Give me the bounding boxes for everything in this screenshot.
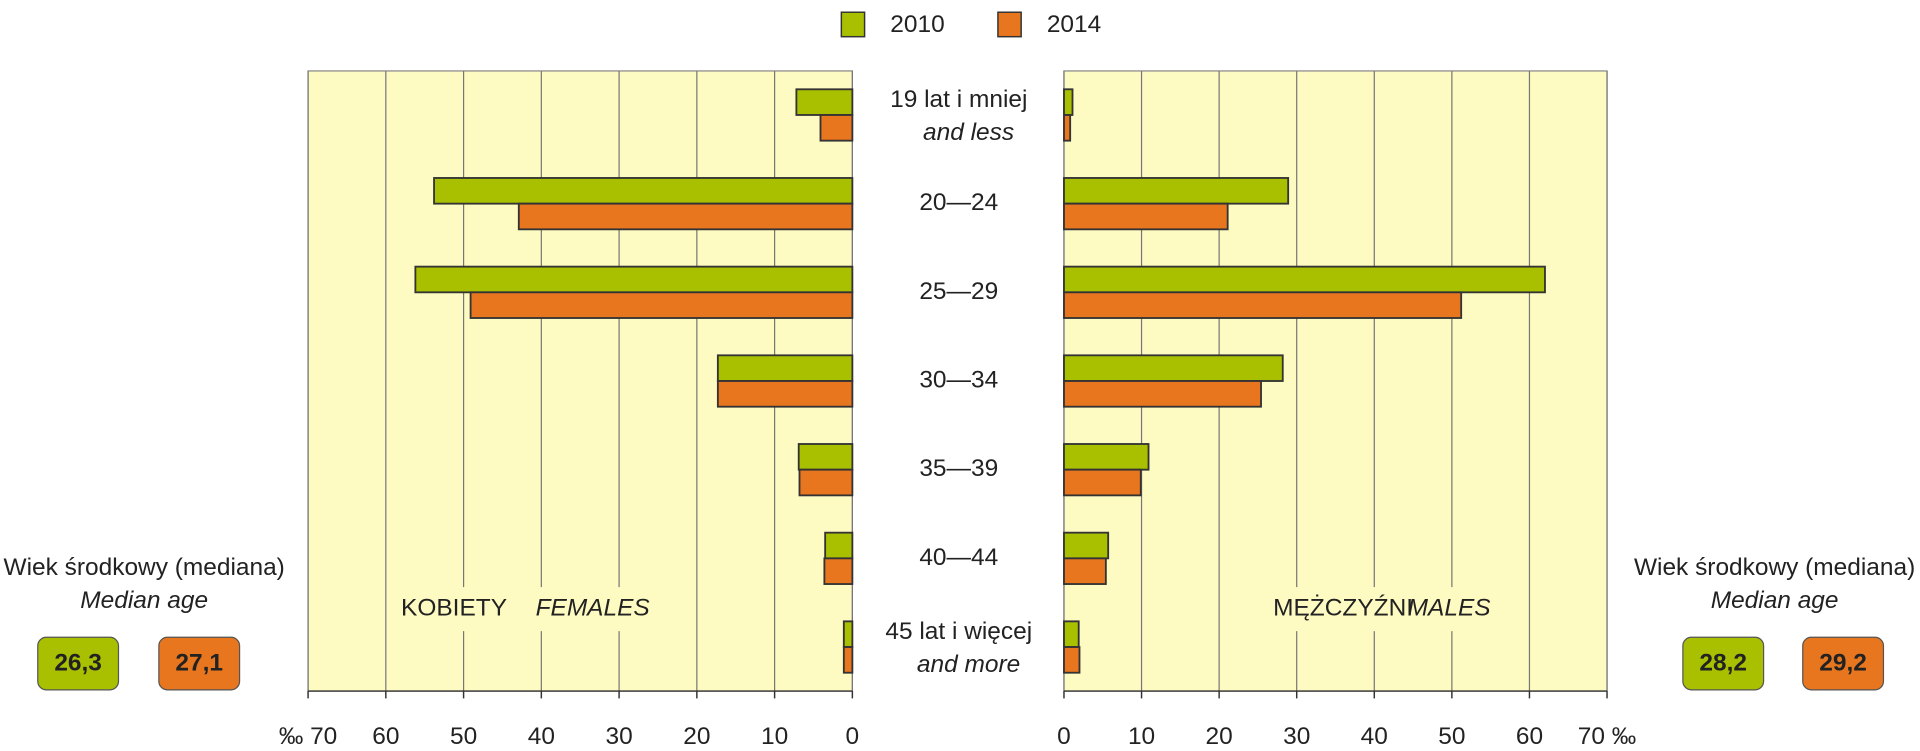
x-tick-label: 70 ‰ [1578, 723, 1636, 750]
median-box [37, 636, 120, 691]
bar [1063, 531, 1110, 560]
category-label: 40—44 [919, 544, 998, 571]
x-tick-label: 50 [450, 723, 477, 750]
bar [517, 202, 854, 231]
median-box [158, 636, 241, 691]
bar [798, 468, 854, 497]
panel-label: MĘŻCZYŹNI [1273, 595, 1413, 622]
category-label: 19 lat i mniej [890, 86, 1027, 113]
bar [795, 88, 854, 116]
bar [824, 531, 854, 560]
x-tick-label: 10 [1128, 723, 1155, 750]
x-tick-label: 60 [372, 723, 399, 750]
x-tick-label: 30 [1283, 723, 1310, 750]
panel-label: KOBIETY [401, 595, 507, 622]
median-box [1682, 636, 1765, 691]
x-tick-label: 40 [1361, 723, 1388, 750]
median-value: 28,2 [1699, 650, 1747, 677]
category-label: 25—29 [919, 278, 998, 305]
median-value: 26,3 [54, 650, 102, 677]
median-title: Wiek środkowy (mediana) [1634, 554, 1915, 581]
bar [716, 380, 854, 408]
x-tick-label: 20 [1206, 723, 1233, 750]
bar [469, 291, 854, 319]
bar [433, 177, 854, 205]
x-tick-label: 0 [1057, 723, 1071, 750]
bar [823, 557, 854, 585]
median-title: Wiek środkowy (mediana) [4, 554, 285, 581]
legend-label: 2014 [1047, 11, 1101, 38]
median-box [1802, 636, 1885, 691]
bar [1063, 88, 1074, 116]
legend-swatch [840, 11, 866, 38]
category-label-en: and less [923, 119, 1014, 146]
x-tick-label: ‰ 70 [279, 723, 337, 750]
bar [1063, 443, 1150, 471]
bar [1063, 114, 1072, 142]
median-title-en: Median age [80, 587, 208, 614]
bar [842, 620, 854, 648]
bar [1063, 468, 1142, 497]
bar [716, 354, 854, 382]
x-tick-label: 60 [1516, 723, 1543, 750]
category-label-en: and more [917, 651, 1020, 678]
bar [819, 114, 854, 142]
bar [1063, 557, 1107, 585]
bar [842, 646, 854, 674]
category-label: 35—39 [919, 455, 998, 482]
x-tick-label: 50 [1438, 723, 1465, 750]
bar [1063, 265, 1546, 294]
bar [1063, 177, 1290, 205]
bar [414, 265, 854, 294]
median-title-en: Median age [1711, 587, 1839, 614]
x-tick-label: 30 [605, 723, 632, 750]
x-tick-label: 0 [846, 723, 860, 750]
label-bg [1263, 587, 1527, 632]
bar [1063, 646, 1081, 674]
bar [1063, 380, 1262, 408]
category-label: 20—24 [919, 189, 998, 216]
median-value: 29,2 [1819, 650, 1867, 677]
median-value: 27,1 [175, 650, 223, 677]
legend-swatch [997, 11, 1022, 38]
panel-label-en: FEMALES [536, 595, 651, 622]
x-tick-label: 10 [761, 723, 788, 750]
x-tick-label: 20 [683, 723, 710, 750]
bar [1063, 202, 1229, 231]
category-label: 30—34 [919, 366, 998, 393]
bar [1063, 620, 1080, 648]
label-bg [391, 587, 655, 632]
bar [797, 443, 854, 471]
category-label: 45 lat i więcej [885, 618, 1032, 645]
x-tick-label: 40 [528, 723, 555, 750]
legend-label: 2010 [890, 11, 944, 38]
bar [1063, 291, 1463, 319]
bar [1063, 354, 1284, 382]
panel-label-en: MALES [1408, 595, 1492, 622]
